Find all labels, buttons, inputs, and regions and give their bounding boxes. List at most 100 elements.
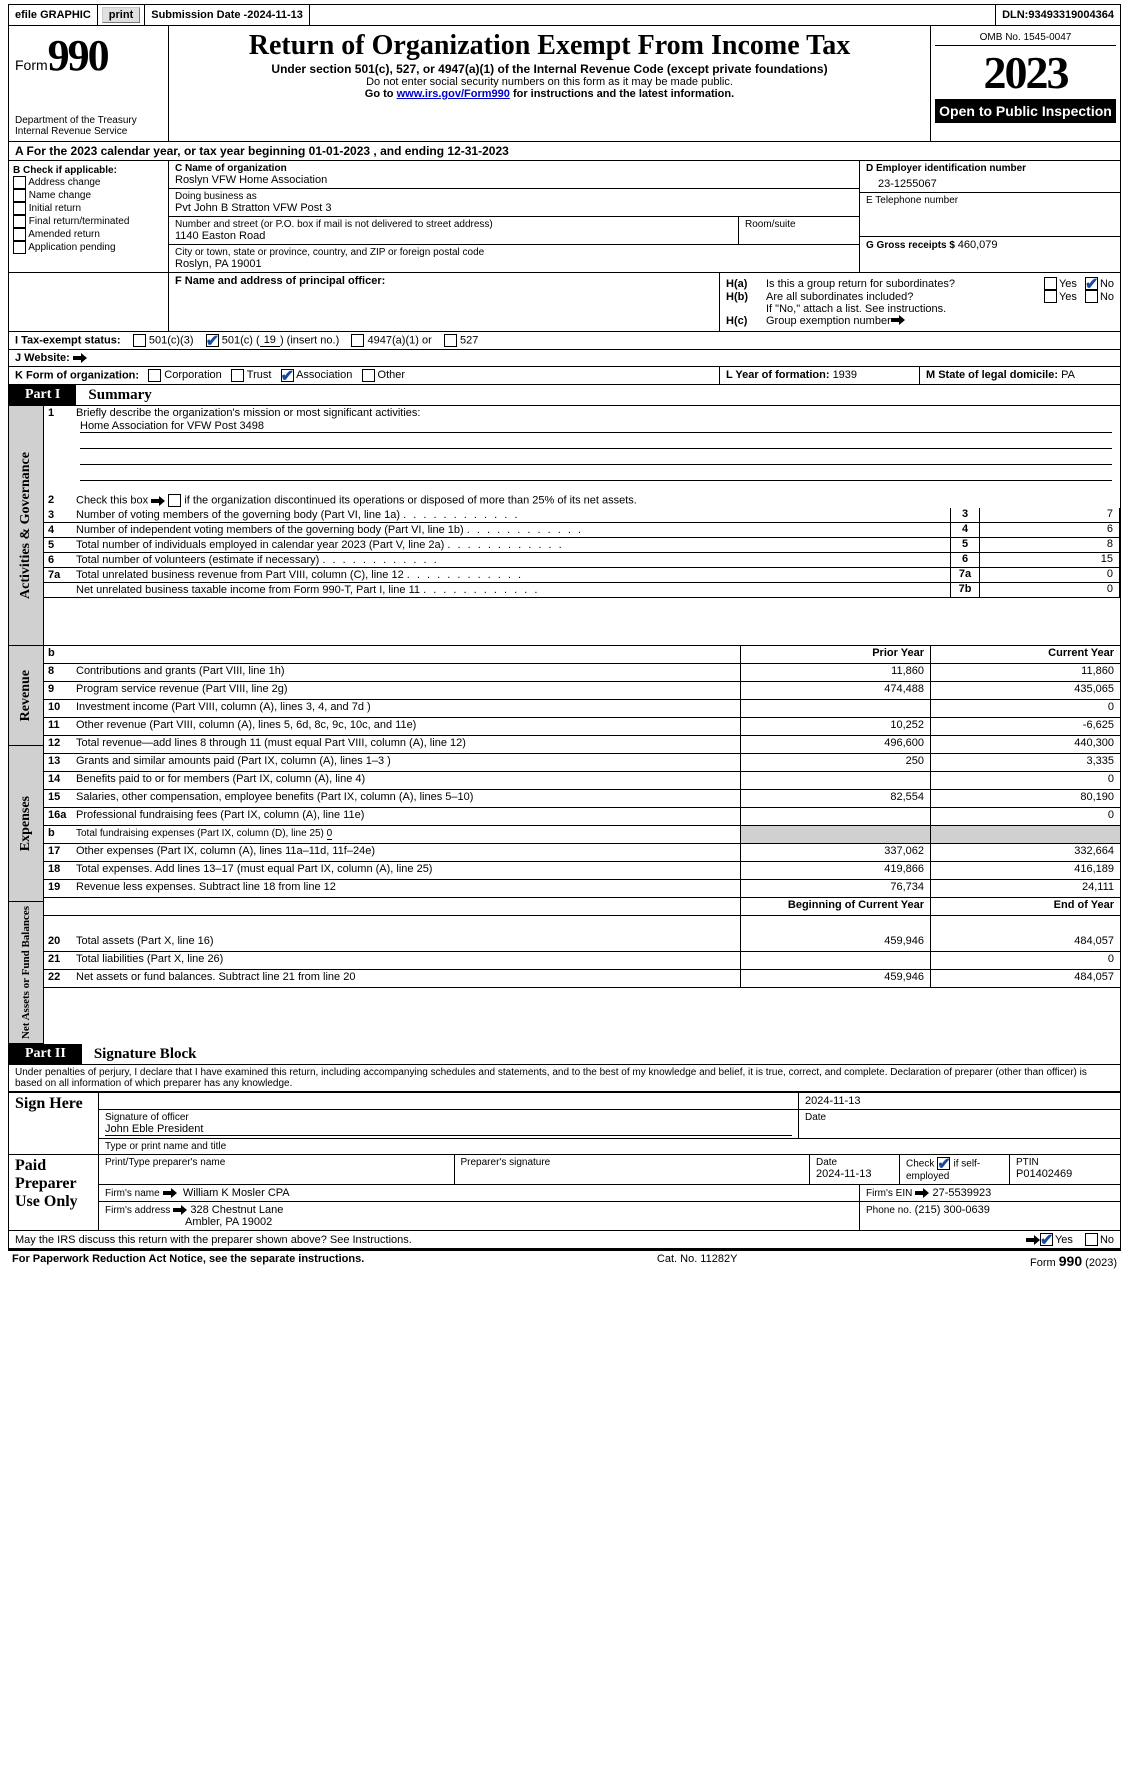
box-b-item: Amended return <box>13 228 164 241</box>
box-k-checkbox[interactable] <box>362 369 375 382</box>
discuss-no-checkbox[interactable] <box>1085 1233 1098 1246</box>
i-501c-checkbox[interactable] <box>206 334 219 347</box>
dba-value: Pvt John B Stratton VFW Post 3 <box>175 202 853 214</box>
net-header: Beginning of Current Year End of Year <box>44 898 1120 916</box>
side-tab-expenses: Expenses <box>8 746 44 902</box>
date-label: Date <box>805 1112 1114 1123</box>
print-button[interactable]: print <box>102 7 140 23</box>
city-label: City or town, state or province, country… <box>175 247 853 258</box>
financial-row: bTotal fundraising expenses (Part IX, co… <box>44 826 1120 844</box>
box-b-checkbox[interactable] <box>13 215 26 228</box>
room-label: Room/suite <box>745 219 853 230</box>
header-left: Form990 Department of the Treasury Inter… <box>9 26 169 141</box>
side-tab-netassets: Net Assets or Fund Balances <box>8 902 44 1044</box>
box-b-checkbox[interactable] <box>13 228 26 241</box>
line-1-text: Briefly describe the organization's miss… <box>76 407 1116 419</box>
submission-date: Submission Date - 2024-11-13 <box>145 5 310 25</box>
j-row: J Website: <box>8 350 1121 367</box>
box-b-checkbox[interactable] <box>13 176 26 189</box>
financial-row: 19Revenue less expenses. Subtract line 1… <box>44 880 1120 898</box>
ha-label: H(a) <box>726 278 766 290</box>
paid-preparer-label: Paid Preparer Use Only <box>9 1155 99 1231</box>
box-b: B Check if applicable: Address change Na… <box>9 161 169 272</box>
hc-label: H(c) <box>726 315 766 327</box>
summary-row: 6Total number of volunteers (estimate if… <box>44 553 1120 568</box>
irs-link[interactable]: www.irs.gov/Form990 <box>397 88 510 100</box>
financial-row: 17Other expenses (Part IX, column (A), l… <box>44 844 1120 862</box>
financial-row: 20Total assets (Part X, line 16) 459,946… <box>44 934 1120 952</box>
side-tab-activities: Activities & Governance <box>8 406 44 646</box>
i-501c3-checkbox[interactable] <box>133 334 146 347</box>
box-m: M State of legal domicile: PA <box>920 367 1120 384</box>
i-527-checkbox[interactable] <box>444 334 457 347</box>
hb-yes-checkbox[interactable] <box>1044 290 1057 303</box>
i-row: I Tax-exempt status: 501(c)(3) 501(c) (1… <box>8 332 1121 350</box>
discuss-yes-checkbox[interactable] <box>1040 1233 1053 1246</box>
box-l: L Year of formation: 1939 <box>720 367 920 384</box>
entity-info-block: B Check if applicable: Address change Na… <box>8 161 1121 273</box>
side-tab-revenue: Revenue <box>8 646 44 746</box>
box-k-checkbox[interactable] <box>148 369 161 382</box>
box-d-label: D Employer identification number <box>866 163 1114 174</box>
ha-no-checkbox[interactable] <box>1085 277 1098 290</box>
summary-row: 7aTotal unrelated business revenue from … <box>44 568 1120 583</box>
dept-1: Department of the Treasury <box>15 115 162 126</box>
summary-row: 5Total number of individuals employed in… <box>44 538 1120 553</box>
part-1-header: Part I Summary <box>8 385 1121 406</box>
summary-row: 3Number of voting members of the governi… <box>44 508 1120 523</box>
box-b-checkbox[interactable] <box>13 202 26 215</box>
ha-yes-checkbox[interactable] <box>1044 277 1057 290</box>
street-label: Number and street (or P.O. box if mail i… <box>175 219 732 230</box>
i-4947-checkbox[interactable] <box>351 334 364 347</box>
hc-text: Group exemption number <box>766 315 891 327</box>
part-1-body: Activities & Governance Revenue Expenses… <box>8 406 1121 1044</box>
gross-receipts: 460,079 <box>958 239 998 251</box>
street-value: 1140 Easton Road <box>175 230 732 242</box>
f-h-row: F Name and address of principal officer:… <box>8 273 1121 332</box>
box-c: C Name of organization Roslyn VFW Home A… <box>169 161 860 272</box>
box-b-checkbox[interactable] <box>13 189 26 202</box>
form-note-2: Go to www.irs.gov/Form990 for instructio… <box>175 88 924 100</box>
box-i-label: I Tax-exempt status: <box>15 334 121 346</box>
declaration-text: Under penalties of perjury, I declare th… <box>8 1065 1121 1092</box>
financial-row: 11Other revenue (Part VIII, column (A), … <box>44 718 1120 736</box>
sig-officer-name: John Eble President <box>105 1123 792 1136</box>
arrow-icon <box>73 353 87 363</box>
box-f: F Name and address of principal officer: <box>169 273 720 331</box>
header-right: OMB No. 1545-0047 2023 Open to Public In… <box>930 26 1120 141</box>
part-2-header: Part II Signature Block <box>8 1044 1121 1065</box>
summary-row: 4Number of independent voting members of… <box>44 523 1120 538</box>
box-c-label: C Name of organization <box>175 163 853 174</box>
page-footer: For Paperwork Reduction Act Notice, see … <box>8 1249 1121 1271</box>
box-k: K Form of organization: Corporation Trus… <box>9 367 720 384</box>
cat-no: Cat. No. 11282Y <box>657 1253 738 1269</box>
line-2-checkbox[interactable] <box>168 494 181 507</box>
self-employed-checkbox[interactable] <box>937 1157 950 1170</box>
box-h: H(a) Is this a group return for subordin… <box>720 273 1120 331</box>
form-header: Form990 Department of the Treasury Inter… <box>8 26 1121 142</box>
hb-no-checkbox[interactable] <box>1085 290 1098 303</box>
box-b-checkbox[interactable] <box>13 241 26 254</box>
form-page: Form 990 (2023) <box>1030 1253 1117 1269</box>
line-2-text: Check this box if the organization disco… <box>76 494 1116 507</box>
arrow-icon <box>151 496 165 506</box>
efile-label: efile GRAPHIC <box>9 5 98 25</box>
pra-notice: For Paperwork Reduction Act Notice, see … <box>12 1253 364 1269</box>
mission-text: Home Association for VFW Post 3498 <box>80 420 1112 433</box>
arrow-icon <box>891 315 905 325</box>
financial-row: 9Program service revenue (Part VIII, lin… <box>44 682 1120 700</box>
sig-officer-label: Signature of officer <box>105 1112 792 1123</box>
box-j-label: J Website: <box>15 352 70 364</box>
form-subtitle: Under section 501(c), 527, or 4947(a)(1)… <box>175 62 924 76</box>
arrow-icon <box>163 1188 177 1198</box>
line-a-tax-year: A For the 2023 calendar year, or tax yea… <box>8 142 1121 161</box>
financial-row: 21Total liabilities (Part X, line 26) 0 <box>44 952 1120 970</box>
financial-row: 8Contributions and grants (Part VIII, li… <box>44 664 1120 682</box>
box-b-item: Application pending <box>13 241 164 254</box>
type-print-label: Type or print name and title <box>105 1141 1114 1152</box>
arrow-icon <box>915 1188 929 1198</box>
box-k-checkbox[interactable] <box>281 369 294 382</box>
dln-label: DLN: 93493319004364 <box>996 5 1120 25</box>
hb-label: H(b) <box>726 291 766 303</box>
box-k-checkbox[interactable] <box>231 369 244 382</box>
